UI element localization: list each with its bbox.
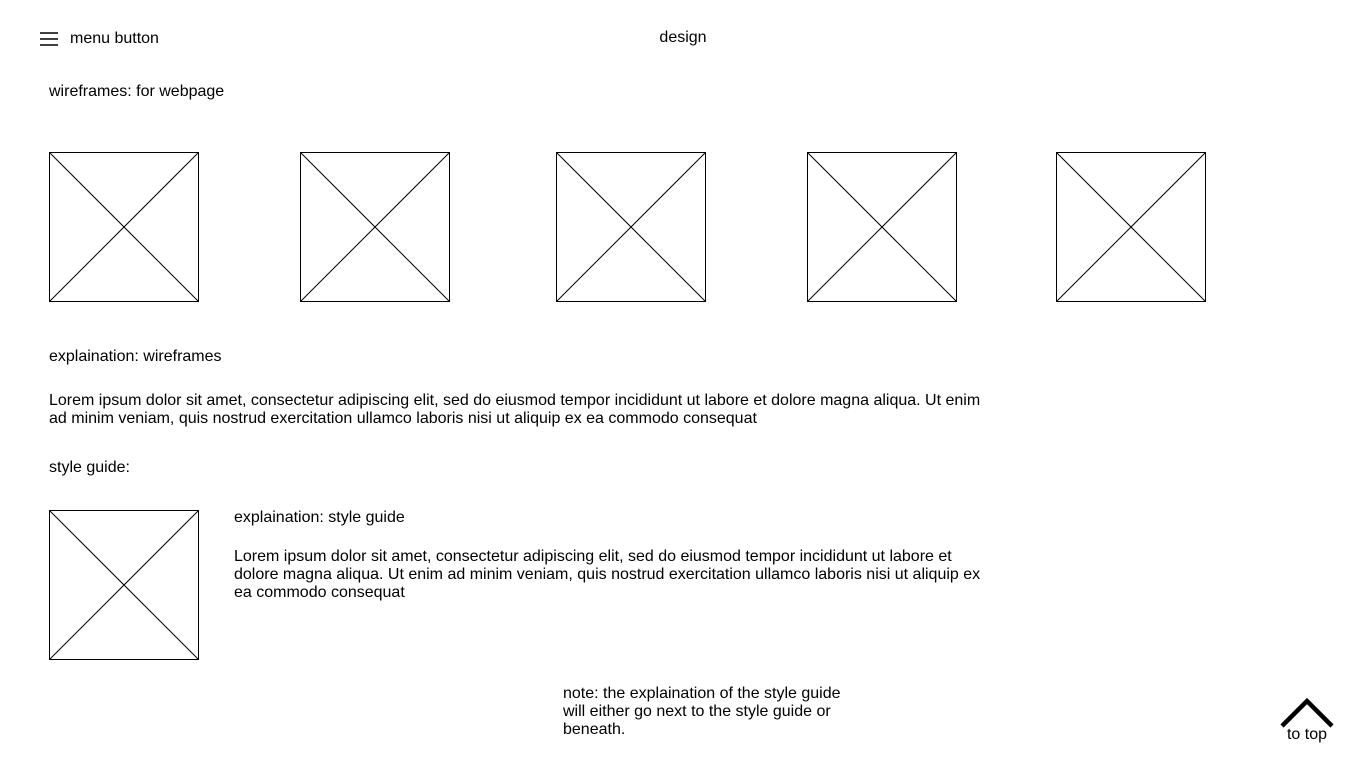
- to-top-button[interactable]: to top: [1278, 697, 1336, 744]
- chevron-up-icon: [1278, 697, 1336, 729]
- note-line: note: the explaination of the style guid…: [563, 685, 841, 702]
- style-guide-heading: style guide:: [49, 459, 130, 476]
- note-text: note: the explaination of the style guid…: [563, 685, 841, 739]
- menu-button-label: menu button: [70, 30, 159, 47]
- style-guide-explanation-body: Lorem ipsum dolor sit amet, consectetur …: [234, 548, 980, 602]
- paragraph-line: Lorem ipsum dolor sit amet, consectetur …: [49, 392, 981, 409]
- to-top-label: to top: [1286, 726, 1328, 743]
- paragraph-line: ea commodo consequat: [234, 584, 405, 601]
- wireframe-image-placeholder: [807, 152, 957, 302]
- menu-button[interactable]: menu button: [39, 28, 159, 50]
- style-guide-image-placeholder: [49, 510, 199, 660]
- page-title: design: [659, 29, 707, 46]
- style-guide-explanation-heading: explaination: style guide: [234, 509, 405, 526]
- wireframes-heading: wireframes: for webpage: [49, 83, 225, 100]
- wireframe-image-placeholder: [49, 152, 199, 302]
- wireframe-image-placeholder: [300, 152, 450, 302]
- paragraph-line: ad minim veniam, quis nostrud exercitati…: [49, 410, 757, 427]
- note-line: beneath.: [563, 721, 626, 738]
- wireframe-image-placeholder: [556, 152, 706, 302]
- hamburger-menu-icon: [39, 31, 59, 47]
- paragraph-line: Lorem ipsum dolor sit amet, consectetur …: [234, 548, 952, 565]
- note-line: will either go next to the style guide o…: [563, 703, 831, 720]
- paragraph-line: dolore magna aliqua. Ut enim ad minim ve…: [234, 566, 981, 583]
- wireframes-explanation-heading: explaination: wireframes: [49, 348, 222, 365]
- wireframe-image-placeholder: [1056, 152, 1206, 302]
- wireframes-explanation-body: Lorem ipsum dolor sit amet, consectetur …: [49, 392, 980, 428]
